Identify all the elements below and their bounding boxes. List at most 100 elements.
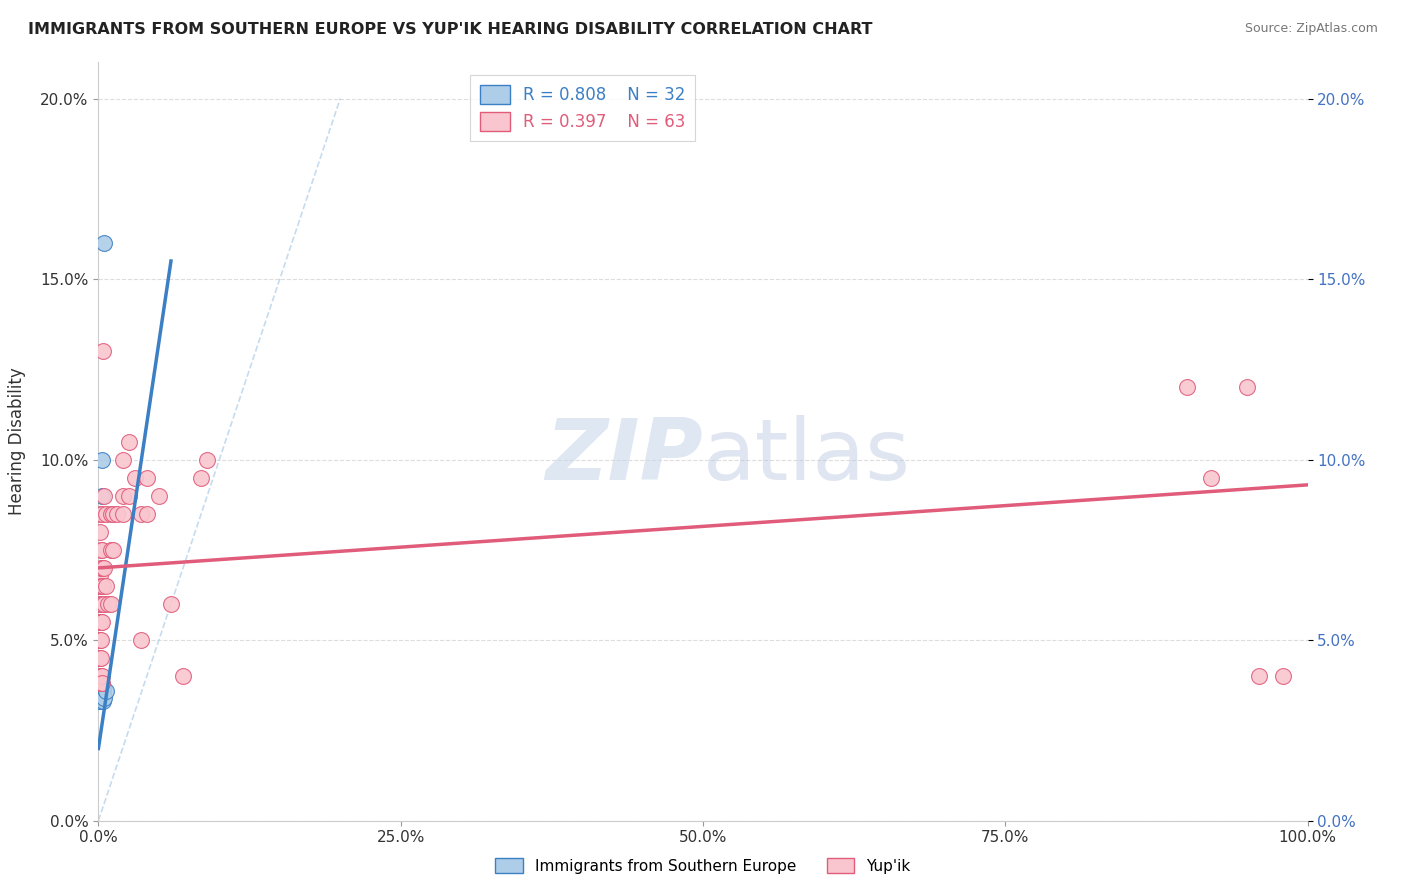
Legend: R = 0.808    N = 32, R = 0.397    N = 63: R = 0.808 N = 32, R = 0.397 N = 63 [470,75,695,142]
Point [91,615,114,629]
Point [89,507,111,521]
Point [87,579,110,593]
Point [89,633,111,648]
Point [90,687,112,701]
Point [1175,380,1198,394]
Point [90,561,112,575]
Point [135,507,157,521]
Point [1272,669,1295,683]
Point [93,561,115,575]
Point [89,694,111,708]
Point [91,683,114,698]
Point [93,235,115,250]
Point [89,676,111,690]
Text: IMMIGRANTS FROM SOUTHERN EUROPE VS YUP'IK HEARING DISABILITY CORRELATION CHART: IMMIGRANTS FROM SOUTHERN EUROPE VS YUP'I… [28,22,873,37]
Point [89,690,111,705]
Point [160,597,183,611]
Point [90,633,112,648]
Point [87,615,110,629]
Point [100,542,122,557]
Point [91,669,114,683]
Point [190,470,212,484]
Point [89,597,111,611]
Point [91,507,114,521]
Point [90,676,112,690]
Point [90,683,112,698]
Point [91,344,114,359]
Point [111,489,134,503]
Point [90,615,112,629]
Point [90,669,112,683]
Point [91,694,114,708]
Point [129,507,152,521]
Point [90,690,112,705]
Point [1199,470,1222,484]
Point [89,524,111,539]
Point [94,683,117,698]
Point [100,507,122,521]
Point [101,507,124,521]
Point [135,470,157,484]
Point [89,690,111,705]
Point [172,669,194,683]
Point [94,579,117,593]
Point [90,579,112,593]
Point [89,651,111,665]
Point [100,597,122,611]
Point [91,542,114,557]
Text: atlas: atlas [703,415,911,499]
Point [91,597,114,611]
Point [89,694,111,708]
Point [148,489,170,503]
Point [129,633,152,648]
Point [89,687,111,701]
Point [87,651,110,665]
Text: ZIP: ZIP [546,415,703,499]
Point [91,452,114,467]
Point [87,690,110,705]
Point [90,680,112,694]
Point [91,579,114,593]
Legend: Immigrants from Southern Europe, Yup'ik: Immigrants from Southern Europe, Yup'ik [489,852,917,880]
Point [90,687,112,701]
Point [89,669,111,683]
Point [90,687,112,701]
Text: Source: ZipAtlas.com: Source: ZipAtlas.com [1244,22,1378,36]
Point [93,597,115,611]
Point [91,489,114,503]
Point [89,687,111,701]
Point [87,694,110,708]
Point [90,651,112,665]
Point [89,690,111,705]
Point [93,690,115,705]
Point [195,452,218,467]
Point [94,507,117,521]
Point [101,542,124,557]
Point [89,615,111,629]
Point [89,568,111,582]
Point [91,680,114,694]
Point [1236,380,1258,394]
Point [111,507,134,521]
Point [111,452,134,467]
Y-axis label: Hearing Disability: Hearing Disability [8,368,27,516]
Point [91,680,114,694]
Point [91,676,114,690]
Point [87,694,110,708]
Point [89,690,111,705]
Point [89,694,111,708]
Point [118,434,141,449]
Point [124,470,146,484]
Point [1249,669,1271,683]
Point [89,690,111,705]
Point [93,489,115,503]
Point [90,542,112,557]
Point [90,690,112,705]
Point [97,597,120,611]
Point [90,597,112,611]
Point [91,561,114,575]
Point [87,633,110,648]
Point [91,683,114,698]
Point [90,683,112,698]
Point [105,507,128,521]
